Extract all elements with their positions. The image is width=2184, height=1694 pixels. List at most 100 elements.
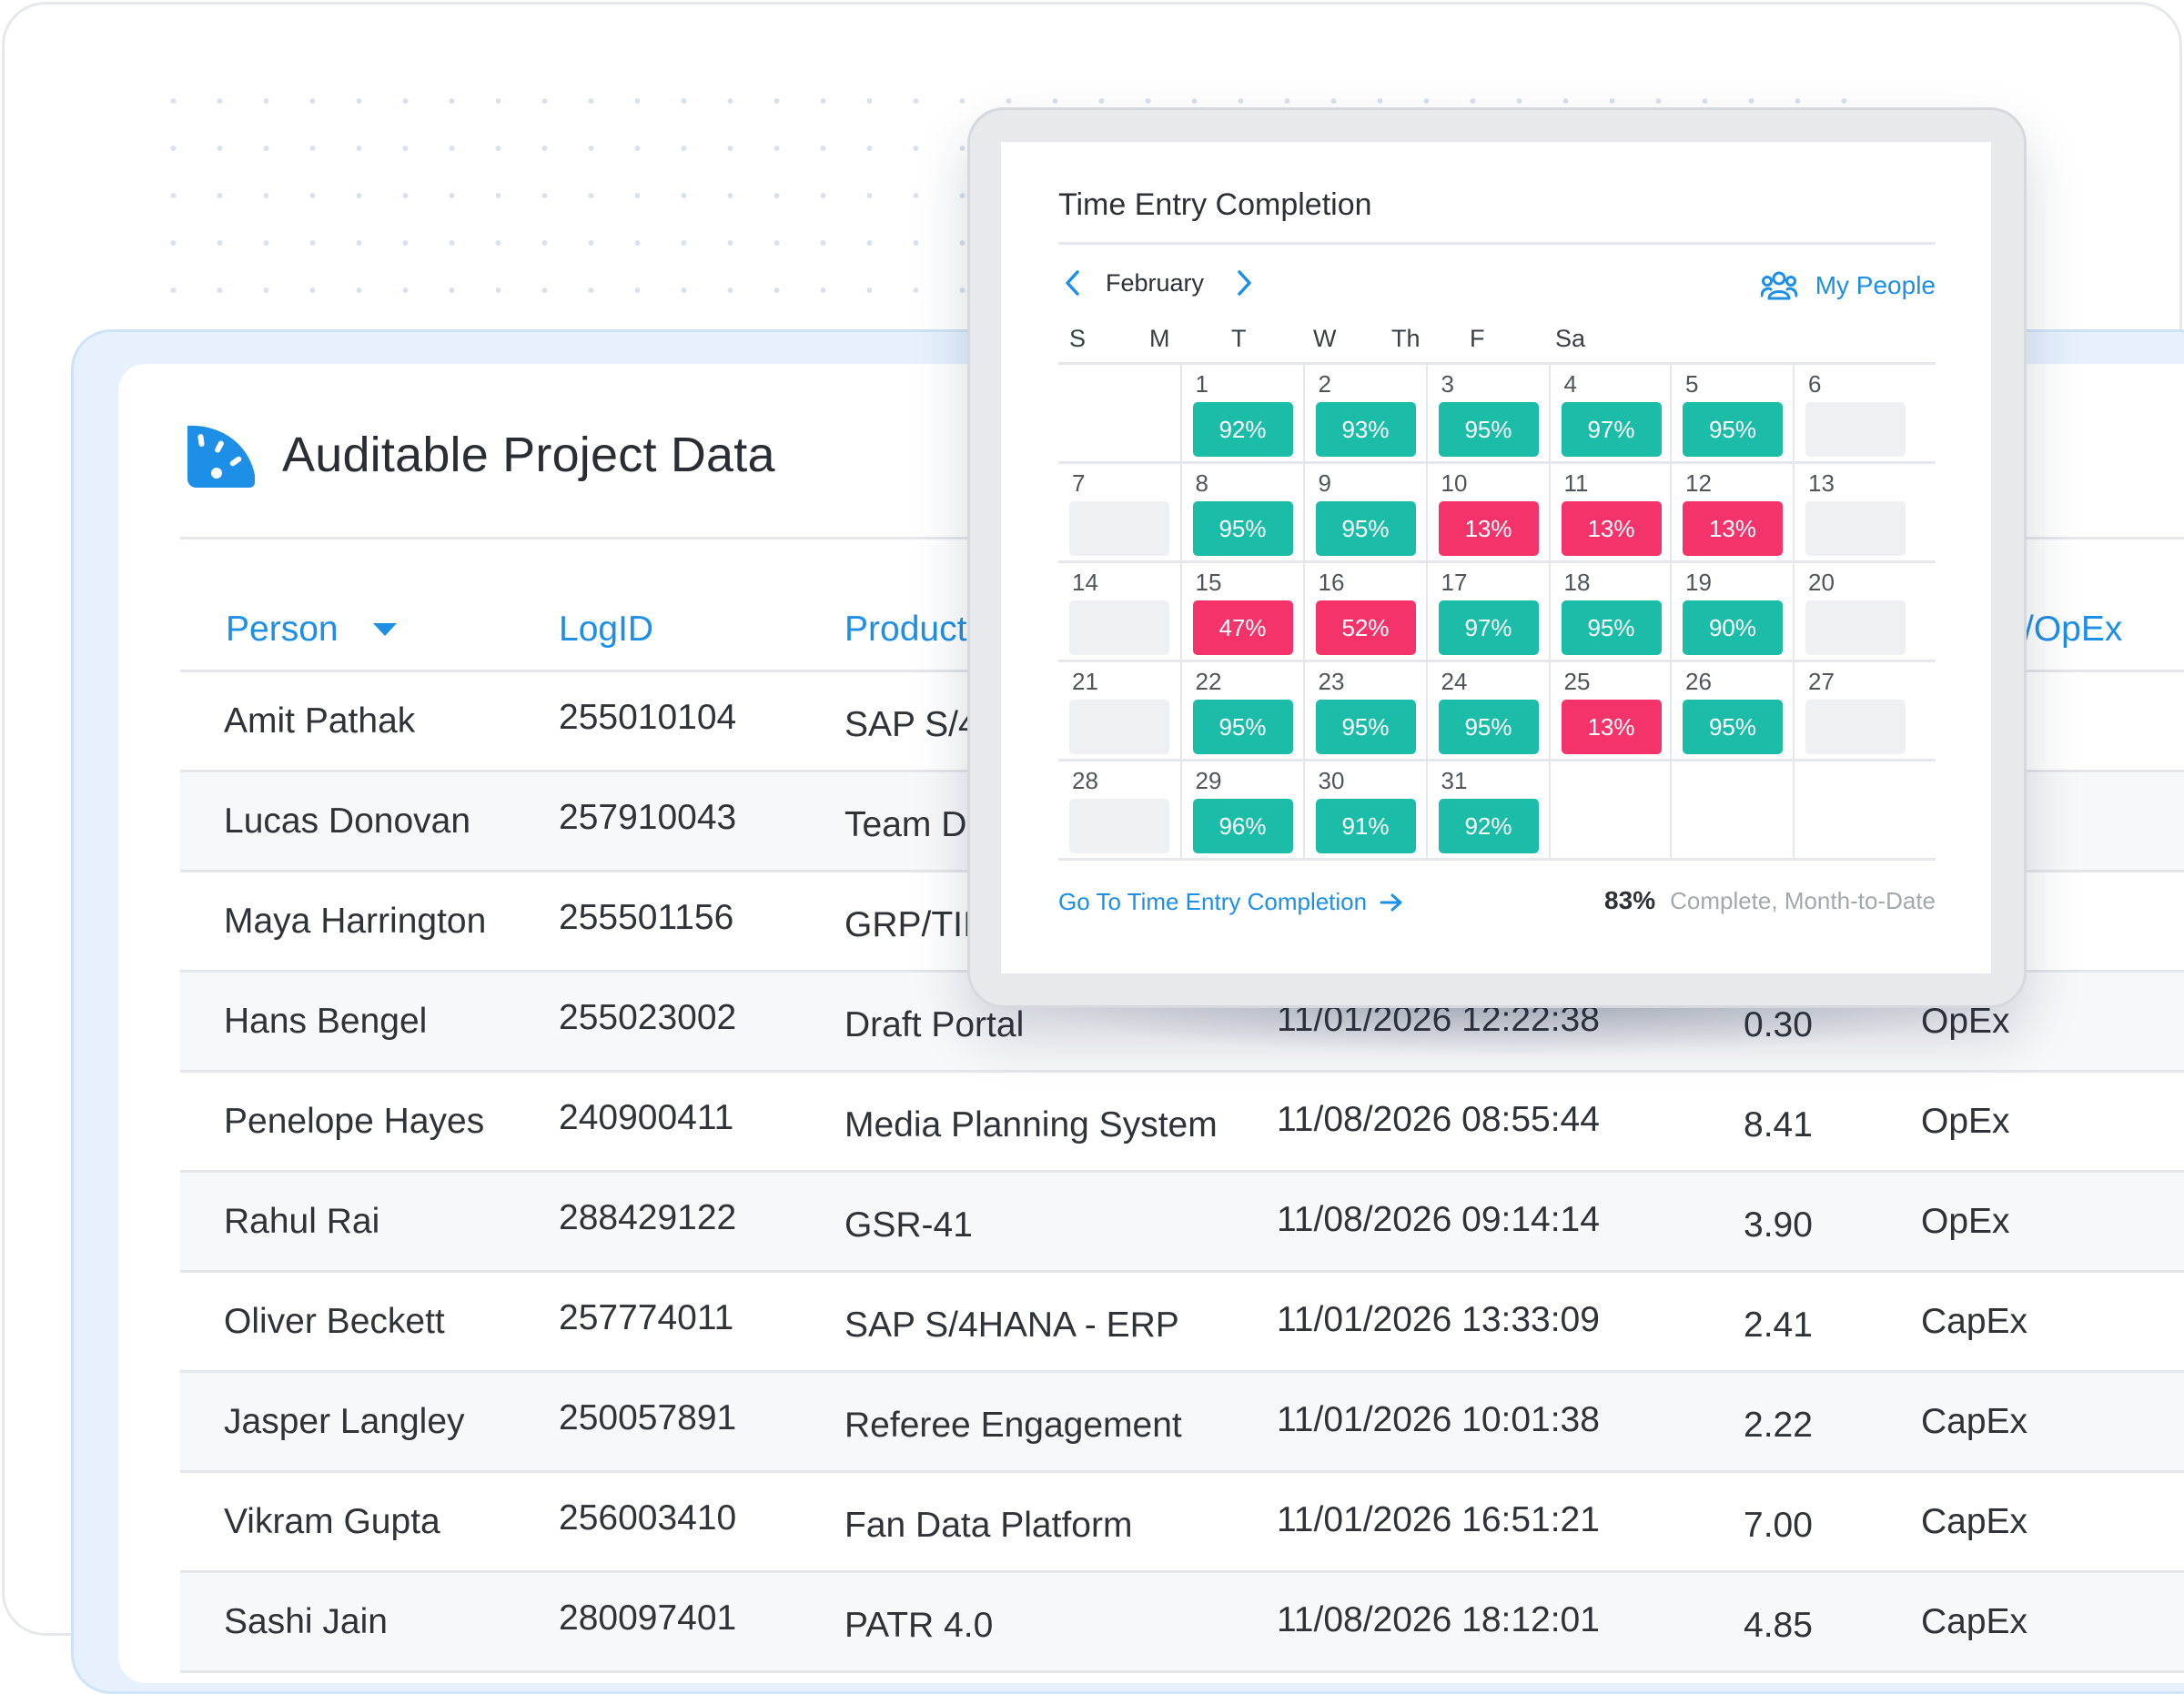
caret-down-icon[interactable]	[372, 623, 397, 636]
calendar-day-1[interactable]: 1 92%	[1179, 365, 1303, 461]
my-people-label: My People	[1815, 271, 1936, 299]
completion-badge[interactable]: 95%	[1192, 700, 1293, 754]
completion-badge[interactable]: 97%	[1561, 402, 1662, 457]
calendar-day-3[interactable]: 3 95%	[1425, 365, 1549, 461]
column-header-product[interactable]: Product	[844, 596, 966, 663]
calendar-day-14[interactable]: 14	[1058, 563, 1180, 660]
capex-opex-cell: OpEx	[1921, 1201, 2010, 1241]
calendar-day-17[interactable]: 17 97%	[1425, 563, 1549, 660]
gauge-icon	[187, 425, 255, 488]
calendar-day-30[interactable]: 30 91%	[1302, 761, 1426, 858]
empty-day-badge[interactable]	[1069, 600, 1169, 655]
empty-day-badge[interactable]	[1069, 501, 1169, 556]
capex-opex-cell: CapEx	[1921, 1301, 2028, 1341]
completion-badge[interactable]: 13%	[1561, 501, 1662, 556]
mtd-label: Complete, Month-to-Date	[1670, 887, 1936, 914]
calendar-day-16[interactable]: 16 52%	[1302, 563, 1426, 660]
my-people-link[interactable]: My People	[1760, 263, 1936, 308]
completion-badge[interactable]: 91%	[1315, 799, 1416, 853]
hours-cell: 8.41	[1744, 1104, 1813, 1144]
calendar-day-18[interactable]: 18 95%	[1548, 563, 1671, 660]
product-cell: Team Da	[844, 804, 987, 844]
empty-day-badge[interactable]	[1805, 402, 1906, 457]
calendar-day-21[interactable]: 21	[1058, 662, 1180, 759]
table-row[interactable]: Jasper Langley 250057891 Referee Engagemen…	[180, 1373, 2184, 1473]
completion-badge[interactable]: 95%	[1561, 600, 1662, 655]
empty-day-badge[interactable]	[1069, 700, 1169, 754]
completion-badge[interactable]: 92%	[1192, 402, 1293, 457]
calendar-day-2[interactable]: 2 93%	[1302, 365, 1426, 461]
calendar-day-23[interactable]: 23 95%	[1302, 662, 1426, 759]
completion-badge[interactable]: 92%	[1438, 799, 1539, 853]
completion-badge[interactable]: 95%	[1683, 700, 1783, 754]
table-row[interactable]: Penelope Hayes 240900411 Media Planning Sy…	[180, 1073, 2184, 1173]
empty-day-badge[interactable]	[1805, 600, 1906, 655]
logid-cell: 256003410	[559, 1497, 737, 1538]
calendar-day-19[interactable]: 19 90%	[1670, 563, 1793, 660]
person-cell: Rahul Rai	[224, 1201, 380, 1241]
calendar-day-8[interactable]: 8 95%	[1179, 464, 1303, 560]
completion-badge[interactable]: 95%	[1683, 402, 1783, 457]
completion-badge[interactable]: 95%	[1438, 402, 1539, 457]
completion-badge[interactable]: 97%	[1438, 600, 1539, 655]
completion-badge[interactable]: 95%	[1192, 501, 1293, 556]
calendar-day-25[interactable]: 25 13%	[1548, 662, 1671, 759]
calendar-day-27[interactable]: 27	[1793, 662, 1916, 759]
completion-badge[interactable]: 95%	[1438, 700, 1539, 754]
chevron-left-icon[interactable]	[1058, 260, 1086, 306]
month-to-date-summary: 83% Complete, Month-to-Date	[1604, 886, 1936, 915]
go-to-time-entry-completion-link[interactable]: Go To Time Entry Completion	[1058, 888, 1403, 916]
calendar-day-4[interactable]: 4 97%	[1548, 365, 1671, 461]
empty-day-badge[interactable]	[1805, 501, 1906, 556]
calendar-day-29[interactable]: 29 96%	[1179, 761, 1303, 858]
weekday-label: T	[1231, 325, 1247, 352]
column-header-label: Product	[844, 610, 967, 649]
completion-badge[interactable]: 93%	[1315, 402, 1416, 457]
column-header-person[interactable]: Person	[226, 596, 397, 663]
completion-badge[interactable]: 52%	[1315, 600, 1416, 655]
table-row[interactable]: Oliver Beckett 257774011 SAP S/4HANA - ERP…	[180, 1273, 2184, 1373]
day-number: 25	[1563, 668, 1591, 695]
calendar-day-6[interactable]: 6	[1793, 365, 1916, 461]
person-cell: Amit Pathak	[224, 701, 416, 741]
calendar-day-10[interactable]: 10 13%	[1425, 464, 1549, 560]
hours-cell: 3.90	[1744, 1205, 1813, 1245]
column-header-label: Person	[226, 610, 339, 649]
calendar-day-7[interactable]: 7	[1058, 464, 1180, 560]
calendar-day-13[interactable]: 13	[1793, 464, 1916, 560]
logid-cell: 255023002	[559, 997, 737, 1037]
person-cell: Penelope Hayes	[224, 1101, 485, 1141]
day-number: 7	[1072, 469, 1086, 497]
completion-badge[interactable]: 47%	[1192, 600, 1293, 655]
completion-badge[interactable]: 13%	[1683, 501, 1783, 556]
table-row[interactable]: Sashi Jain 280097401 PATR 4.0 11/08/2026 18…	[180, 1573, 2184, 1673]
calendar-day-26[interactable]: 26 95%	[1670, 662, 1793, 759]
completion-badge[interactable]: 96%	[1192, 799, 1293, 853]
chevron-right-icon[interactable]	[1231, 260, 1259, 306]
calendar-day-15[interactable]: 15 47%	[1179, 563, 1303, 660]
empty-day-badge[interactable]	[1069, 799, 1169, 853]
calendar-week-row: 21 22 95% 23 95% 24 95% 25 13% 26 95% 27	[1058, 662, 1936, 761]
empty-day-badge[interactable]	[1805, 700, 1906, 754]
calendar-week-row: 14 15 47% 16 52% 17 97% 18 95% 19 90% 20	[1058, 563, 1936, 662]
calendar-day-11[interactable]: 11 13%	[1548, 464, 1671, 560]
calendar-day-24[interactable]: 24 95%	[1425, 662, 1549, 759]
calendar-day-12[interactable]: 12 13%	[1670, 464, 1793, 560]
completion-badge[interactable]: 13%	[1561, 700, 1662, 754]
table-row[interactable]: Rahul Rai 288429122 GSR-41 11/08/2026 09:14…	[180, 1173, 2184, 1273]
day-number: 31	[1441, 767, 1468, 794]
completion-badge[interactable]: 90%	[1683, 600, 1783, 655]
calendar-day-9[interactable]: 9 95%	[1302, 464, 1426, 560]
calendar-day-blank	[1670, 761, 1793, 858]
calendar-day-22[interactable]: 22 95%	[1179, 662, 1303, 759]
calendar-day-5[interactable]: 5 95%	[1670, 365, 1793, 461]
completion-badge[interactable]: 95%	[1315, 700, 1416, 754]
table-row[interactable]: Vikram Gupta 256003410 Fan Data Platform 11…	[180, 1473, 2184, 1573]
calendar-day-28[interactable]: 28	[1058, 761, 1180, 858]
calendar-day-31[interactable]: 31 92%	[1425, 761, 1549, 858]
column-header-capex-opex[interactable]: /OpEx	[2024, 596, 2122, 663]
completion-badge[interactable]: 95%	[1315, 501, 1416, 556]
completion-badge[interactable]: 13%	[1438, 501, 1539, 556]
column-header-logid[interactable]: LogID	[559, 596, 653, 663]
calendar-day-20[interactable]: 20	[1793, 563, 1916, 660]
